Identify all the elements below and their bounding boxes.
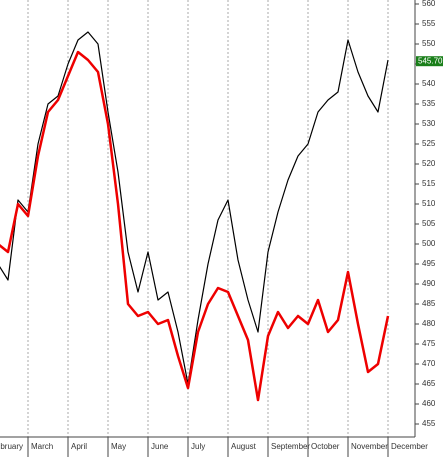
y-tick-label: 500	[422, 239, 436, 248]
x-tick-label: August	[231, 442, 257, 451]
y-tick-label: 515	[422, 179, 436, 188]
y-tick-label: 540	[422, 79, 436, 88]
plot-area	[0, 31, 390, 402]
last-value-box	[416, 56, 443, 67]
y-tick-label: 485	[422, 299, 436, 308]
y-tick-label: 525	[422, 139, 436, 148]
last-value-label: 545.70	[418, 56, 443, 65]
x-tick-label: July	[191, 442, 205, 451]
x-tick-label: September	[271, 442, 310, 451]
y-tick-label: 455	[422, 419, 436, 428]
x-tick-label: May	[111, 442, 126, 451]
y-tick-label: 505	[422, 219, 436, 228]
y-tick-label: 520	[422, 159, 436, 168]
y-tick-label: 510	[422, 199, 436, 208]
y-tick-label: 470	[422, 359, 436, 368]
x-tick-label: October	[311, 442, 340, 451]
x-tick-label: March	[31, 442, 53, 451]
y-tick-label: 535	[422, 99, 436, 108]
x-tick-label: November	[351, 442, 388, 451]
x-tick-label: April	[71, 442, 87, 451]
x-tick-label: June	[151, 442, 169, 451]
y-tick-label: 465	[422, 379, 436, 388]
y-tick-label: 475	[422, 339, 436, 348]
y-tick-label: 460	[422, 399, 436, 408]
y-tick-label: 490	[422, 279, 436, 288]
x-tick-label: December	[391, 442, 428, 451]
y-tick-label: 530	[422, 119, 436, 128]
y-tick-label: 480	[422, 319, 436, 328]
month-grid	[27, 0, 389, 437]
y-tick-label: 555	[422, 19, 436, 28]
series-line	[0, 50, 390, 402]
y-tick-label: 550	[422, 39, 436, 48]
y-tick-label: 495	[422, 259, 436, 268]
x-tick-label: February	[0, 442, 23, 451]
y-tick-label: 560	[422, 0, 436, 8]
